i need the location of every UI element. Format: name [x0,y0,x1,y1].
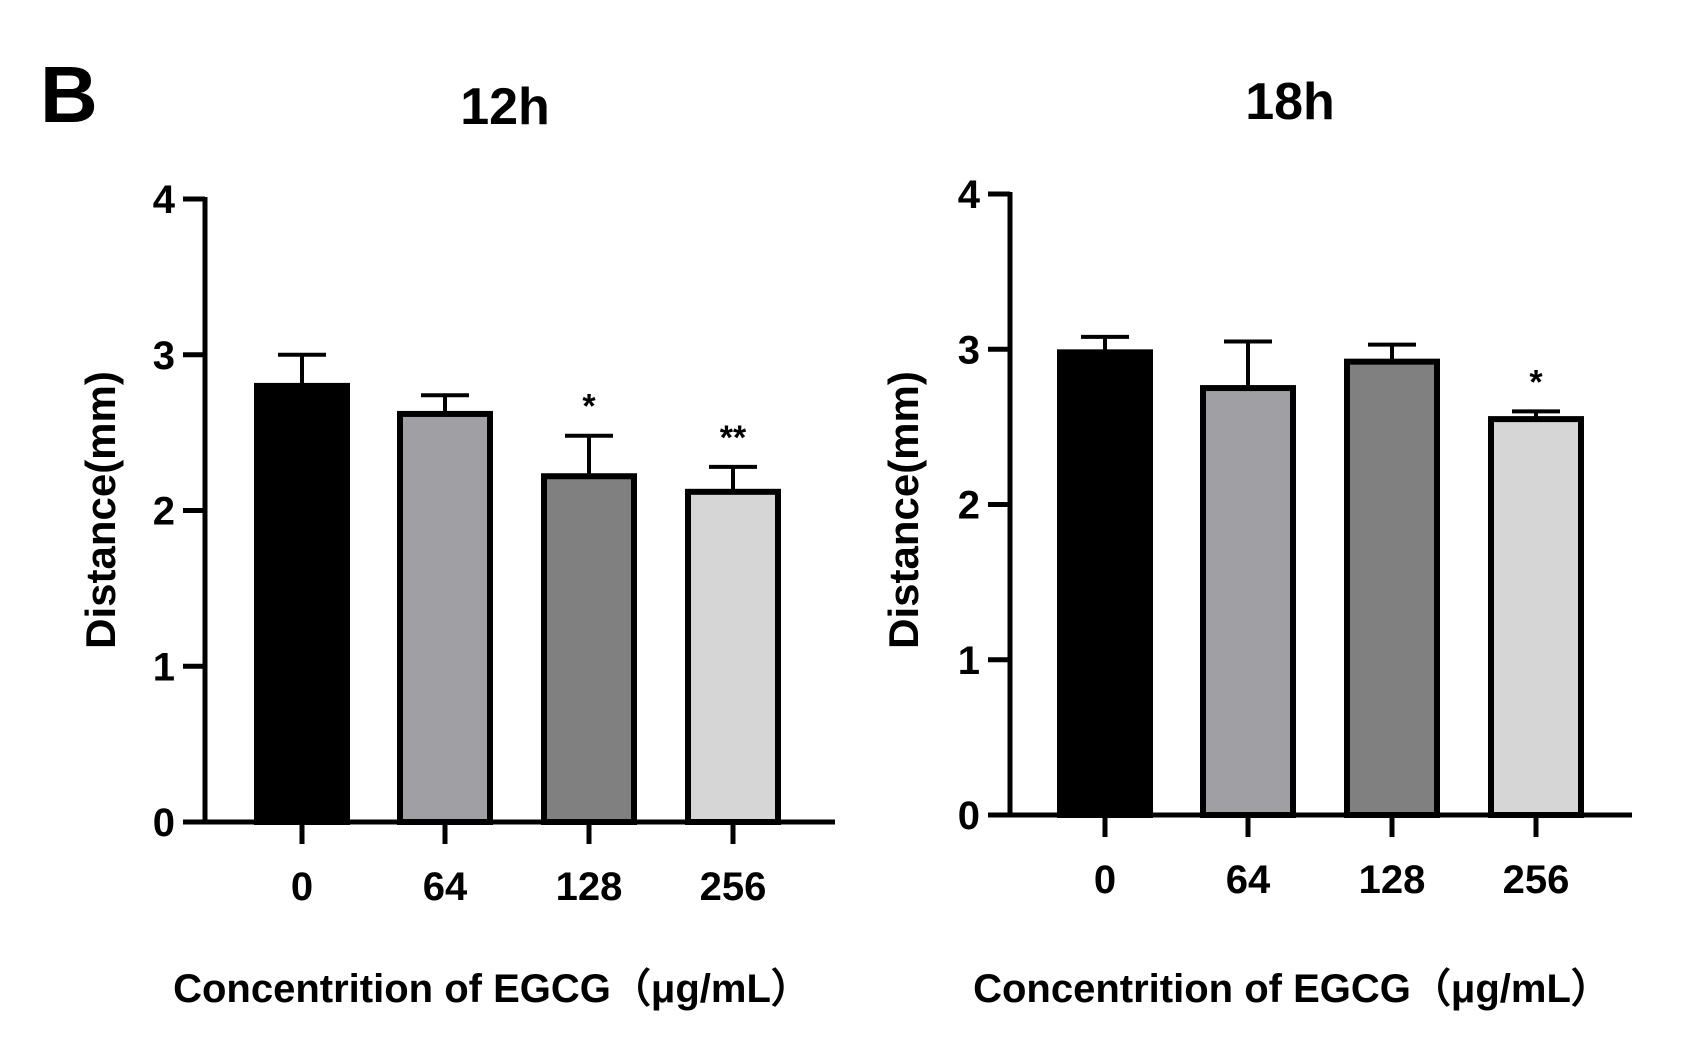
chart-18h: 18h 0 1 2 3 4 * 0 64 128 256 Distance(mm) Concent… [880,73,1632,1011]
x-axis-title: Concentrition of EGCG（μg/mL） [173,967,811,1011]
significance-mark: * [1529,363,1543,401]
chart-title: 12h [460,78,550,136]
y-tick-label: 0 [153,801,175,845]
y-tick-label: 0 [958,794,980,838]
y-tick-label: 4 [958,173,981,217]
x-tick-label: 64 [1226,858,1271,902]
y-tick-label: 3 [958,328,980,372]
x-axis-title: Concentrition of EGCG（μg/mL） [973,967,1611,1011]
y-tick-label: 4 [153,178,176,222]
y-tick-label: 3 [153,334,175,378]
plot-area: 0 1 2 3 4 * 0 64 128 256 [958,173,1632,902]
y-axis-title: Distance(mm) [77,371,124,649]
x-tick-label: 0 [291,865,313,909]
x-tick-label: 256 [700,865,767,909]
y-tick-label: 1 [153,645,175,689]
y-tick-label: 1 [958,639,980,683]
x-tick-label: 0 [1094,858,1116,902]
x-tick-label: 128 [556,865,623,909]
panel-label: B [40,50,98,139]
bar-128 [541,473,637,825]
bar-256 [1488,416,1584,818]
x-tick-label: 128 [1359,858,1426,902]
significance-mark: * [582,388,596,426]
bar-0 [1057,349,1153,818]
bar-0 [254,382,350,825]
x-tick-label: 64 [423,865,468,909]
bar-256 [685,488,781,825]
bar-64 [397,410,493,825]
chart-title: 18h [1245,73,1335,131]
x-tick-label: 256 [1503,858,1570,902]
bar-128 [1344,358,1440,818]
y-axis-title: Distance(mm) [880,371,927,649]
bar-64 [1200,385,1296,818]
y-tick-label: 2 [153,490,175,534]
y-tick-label: 2 [958,484,980,528]
significance-mark: ** [720,419,747,457]
